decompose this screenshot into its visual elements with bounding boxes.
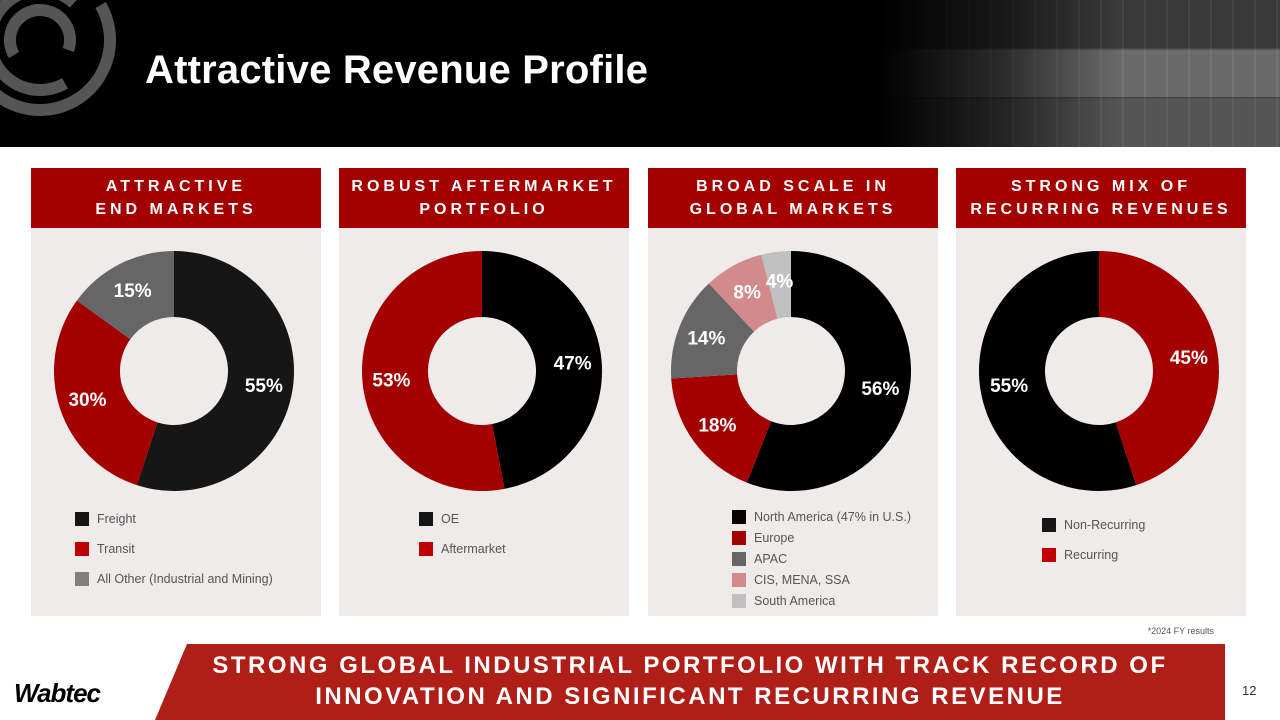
page-number: 12 bbox=[1242, 683, 1257, 698]
data-label-all-other-industrial-and-mining: 15% bbox=[114, 281, 152, 302]
legend-label: South America bbox=[754, 594, 836, 608]
wabtec-logo-mark-icon bbox=[0, 0, 116, 116]
legend-label: Transit bbox=[97, 542, 135, 556]
legend-swatch bbox=[419, 512, 433, 526]
legend-label: Freight bbox=[97, 512, 136, 526]
legend-item-aftermarket: Aftermarket bbox=[419, 542, 506, 556]
data-label-cis-mena-ssa: 8% bbox=[733, 282, 761, 303]
slice-recurring bbox=[1099, 251, 1219, 486]
legend-swatch bbox=[732, 552, 746, 566]
slice-europe bbox=[671, 374, 772, 483]
data-label-europe: 18% bbox=[698, 415, 736, 436]
legend-item-oe: OE bbox=[419, 512, 459, 526]
data-label-aftermarket: 53% bbox=[372, 371, 410, 392]
data-label-recurring: 45% bbox=[1170, 348, 1208, 369]
panel-heading: ROBUST AFTERMARKET PORTFOLIO bbox=[339, 168, 629, 228]
page-title: Attractive Revenue Profile bbox=[145, 48, 649, 92]
slice-non-recurring bbox=[979, 251, 1137, 491]
panel-heading: STRONG MIX OF RECURRING REVENUES bbox=[956, 168, 1246, 228]
legend-item-europe: Europe bbox=[732, 531, 794, 545]
panel-heading: BROAD SCALE IN GLOBAL MARKETS bbox=[648, 168, 938, 228]
panel-end-markets: ATTRACTIVE END MARKETS 55% 30% 15% Freight… bbox=[31, 168, 321, 616]
legend-swatch bbox=[1042, 548, 1056, 562]
wabtec-logo: Wabtec bbox=[14, 678, 101, 708]
slice-apac bbox=[671, 283, 755, 379]
panel-aftermarket: ROBUST AFTERMARKET PORTFOLIO 47% 53% OE Af… bbox=[339, 168, 629, 616]
donut-chart-aftermarket: 47% 53% bbox=[362, 251, 603, 491]
legend-label: Europe bbox=[754, 531, 795, 545]
legend-item-recurring: Recurring bbox=[1042, 548, 1118, 562]
donut-chart-end-markets: 55% 30% 15% bbox=[53, 251, 294, 491]
legend-item-freight: Freight bbox=[75, 512, 136, 526]
legend-label: APAC bbox=[754, 552, 788, 566]
legend-item-apac: APAC bbox=[732, 552, 787, 566]
legend-swatch bbox=[732, 531, 746, 545]
legend-item-all-other-industrial-and-mining: All Other (Industrial and Mining) bbox=[75, 572, 273, 586]
slice-north-america-47-in-u-s bbox=[746, 251, 911, 491]
legend-label: Recurring bbox=[1064, 548, 1119, 562]
legend-label: All Other (Industrial and Mining) bbox=[97, 572, 273, 586]
slice-freight bbox=[136, 251, 294, 491]
legend-item-transit: Transit bbox=[75, 542, 135, 556]
donut-chart-global-markets: 56% 18% 14% 8%4% bbox=[671, 251, 911, 491]
legend-item-north-america-47-in-u-s: North America (47% in U.S.) bbox=[732, 510, 911, 524]
legend-label: North America (47% in U.S.) bbox=[754, 510, 911, 524]
slice-south-america bbox=[761, 251, 791, 319]
legend-swatch bbox=[732, 510, 746, 524]
legend-item-non-recurring: Non-Recurring bbox=[1042, 518, 1145, 532]
shipping-containers-photo bbox=[880, 0, 1280, 147]
data-label-north-america-47-in-u-s: 56% bbox=[861, 379, 899, 400]
slice-oe bbox=[482, 251, 603, 489]
data-label-non-recurring: 55% bbox=[990, 376, 1028, 397]
legend-swatch bbox=[75, 572, 89, 586]
legend-label: Aftermarket bbox=[441, 542, 506, 556]
legend-swatch bbox=[1042, 518, 1056, 532]
legend-label: CIS, MENA, SSA bbox=[754, 573, 850, 587]
data-label-apac: 14% bbox=[687, 329, 725, 350]
data-label-transit: 30% bbox=[68, 390, 106, 411]
legend-swatch bbox=[732, 594, 746, 608]
legend-item-south-america: South America bbox=[732, 594, 835, 608]
panel-recurring-revenues: STRONG MIX OF RECURRING REVENUES 45% 55% … bbox=[956, 168, 1246, 616]
banner-background bbox=[155, 644, 1225, 720]
slice-all-other-industrial-and-mining bbox=[76, 251, 174, 340]
legend-swatch bbox=[75, 512, 89, 526]
footnote: *2024 FY results bbox=[1147, 626, 1214, 636]
slice-transit bbox=[53, 300, 158, 486]
slice-cis-mena-ssa bbox=[708, 254, 778, 332]
legend-swatch bbox=[419, 542, 433, 556]
banner-text: STRONG GLOBAL INDUSTRIAL PORTFOLIO WITH … bbox=[212, 652, 1168, 710]
panel-heading: ATTRACTIVE END MARKETS bbox=[31, 168, 321, 228]
legend-swatch bbox=[732, 573, 746, 587]
legend-label: OE bbox=[441, 512, 460, 526]
header-bar: Attractive Revenue Profile bbox=[0, 0, 1280, 147]
data-label-south-america: 4% bbox=[766, 272, 794, 293]
legend-swatch bbox=[75, 542, 89, 556]
panel-global-markets: BROAD SCALE IN GLOBAL MARKETS 56% 18% 14% 8… bbox=[648, 168, 938, 616]
donut-chart-recurring: 45% 55% bbox=[979, 251, 1219, 491]
legend-item-cis-mena-ssa: CIS, MENA, SSA bbox=[732, 573, 850, 587]
slice-aftermarket bbox=[362, 251, 505, 491]
legend-label: Non-Recurring bbox=[1064, 518, 1146, 532]
data-label-freight: 55% bbox=[245, 376, 283, 397]
data-label-oe: 47% bbox=[554, 353, 592, 374]
